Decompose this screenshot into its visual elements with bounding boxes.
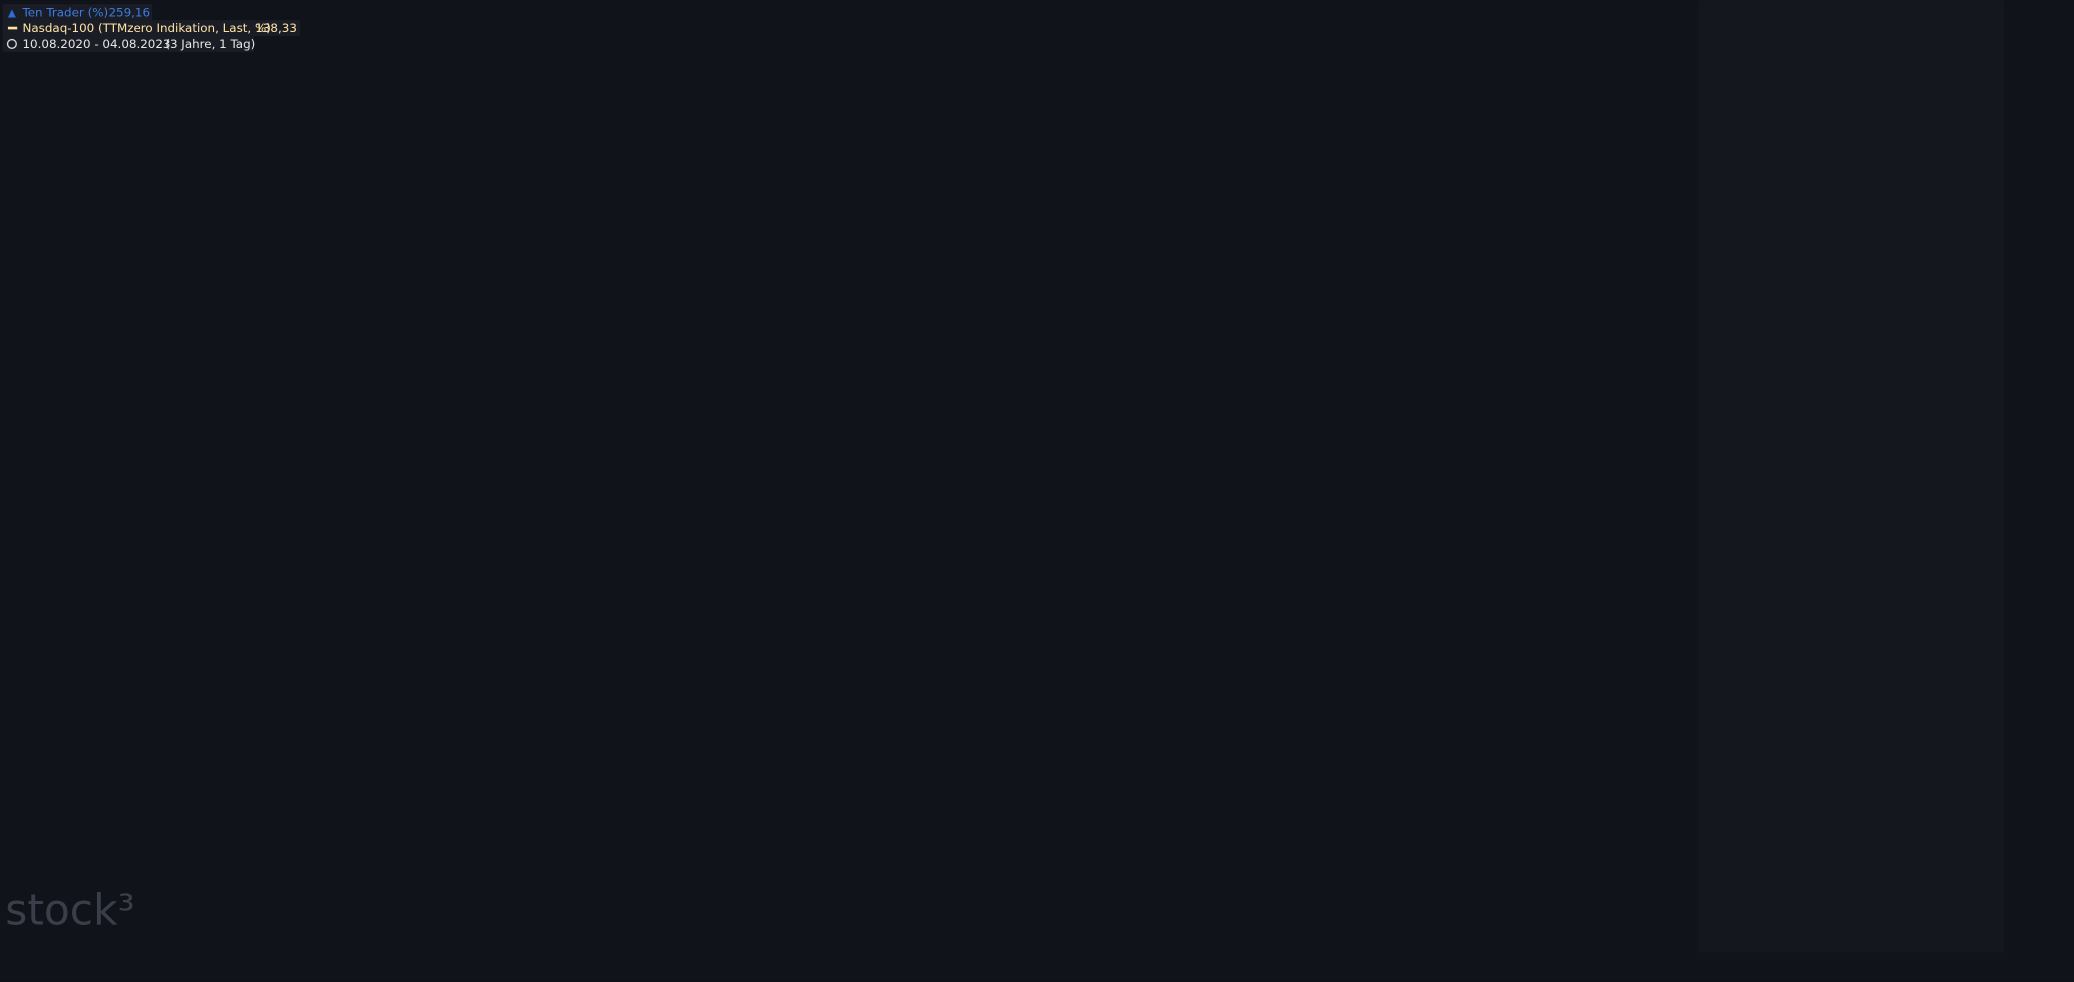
- watermark: stock³: [5, 885, 134, 934]
- future-area: [1698, 0, 2004, 953]
- legend-icon: [7, 26, 18, 30]
- legend-label: Ten Trader (%): [21, 5, 108, 19]
- legend-value: 138,33: [255, 21, 297, 35]
- legend-box: [2, 35, 254, 52]
- legend: Ten Trader (%) 259,16 Nasdaq-100 (TTMzer…: [2, 4, 301, 52]
- legend-box: [2, 4, 153, 21]
- period-note: (3 Jahre, 1 Tag): [165, 37, 255, 51]
- legend-label: Nasdaq-100 (TTMzero Indikation, Last, %): [22, 21, 270, 35]
- legend-box: [2, 20, 301, 36]
- legend-value: 259,16: [108, 5, 150, 19]
- legend-icon: [7, 9, 16, 18]
- period: 10.08.2020 - 04.08.2023: [22, 37, 170, 51]
- clock-icon: [6, 38, 17, 49]
